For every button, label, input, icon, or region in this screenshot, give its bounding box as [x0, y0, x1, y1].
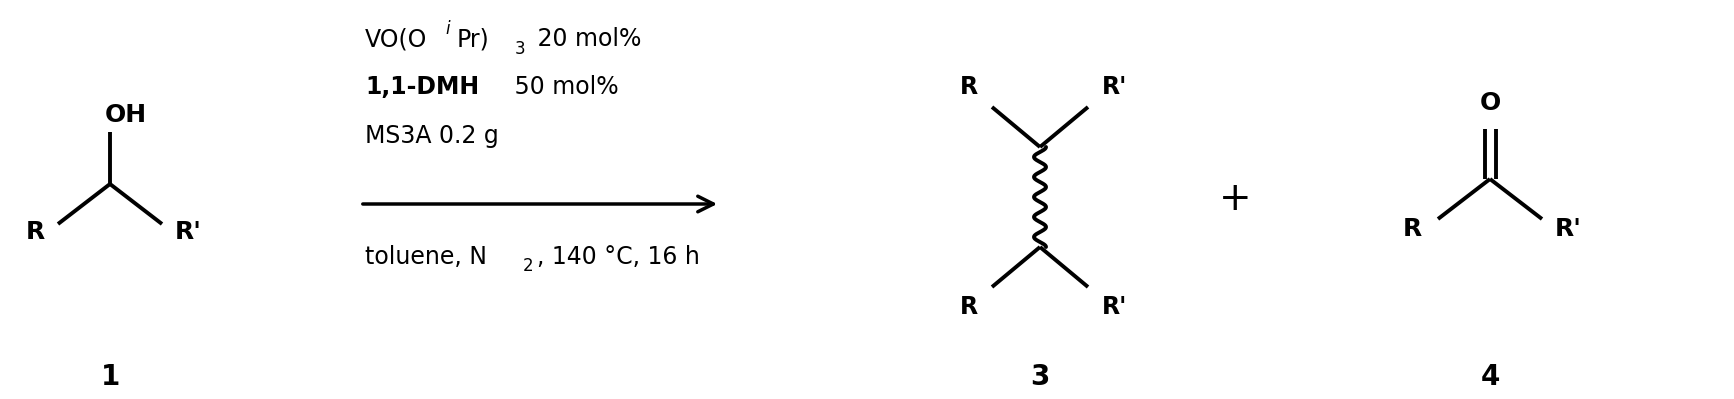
- Text: R': R': [1103, 75, 1127, 99]
- Text: R': R': [1555, 217, 1581, 241]
- Text: 1,1-DMH: 1,1-DMH: [364, 75, 479, 99]
- Text: 20 mol%: 20 mol%: [531, 27, 642, 51]
- Text: 4: 4: [1481, 363, 1500, 391]
- Text: i: i: [446, 20, 449, 38]
- Text: Pr): Pr): [458, 27, 489, 51]
- Text: MS3A 0.2 g: MS3A 0.2 g: [364, 124, 499, 148]
- Text: 1: 1: [101, 363, 120, 391]
- Text: 3: 3: [515, 40, 525, 58]
- Text: R: R: [961, 295, 978, 319]
- Text: 2: 2: [524, 257, 534, 275]
- Text: +: +: [1219, 180, 1252, 218]
- Text: O: O: [1479, 91, 1500, 115]
- Text: VO(O: VO(O: [364, 27, 427, 51]
- Text: OH: OH: [106, 103, 147, 127]
- Text: 50 mol%: 50 mol%: [506, 75, 619, 99]
- Text: R': R': [1103, 295, 1127, 319]
- Text: toluene, N: toluene, N: [364, 245, 487, 269]
- Text: 3: 3: [1030, 363, 1049, 391]
- Text: R: R: [961, 75, 978, 99]
- Text: R: R: [26, 220, 45, 244]
- Text: R: R: [1403, 217, 1422, 241]
- Text: , 140 °C, 16 h: , 140 °C, 16 h: [538, 245, 701, 269]
- Text: R': R': [175, 220, 201, 244]
